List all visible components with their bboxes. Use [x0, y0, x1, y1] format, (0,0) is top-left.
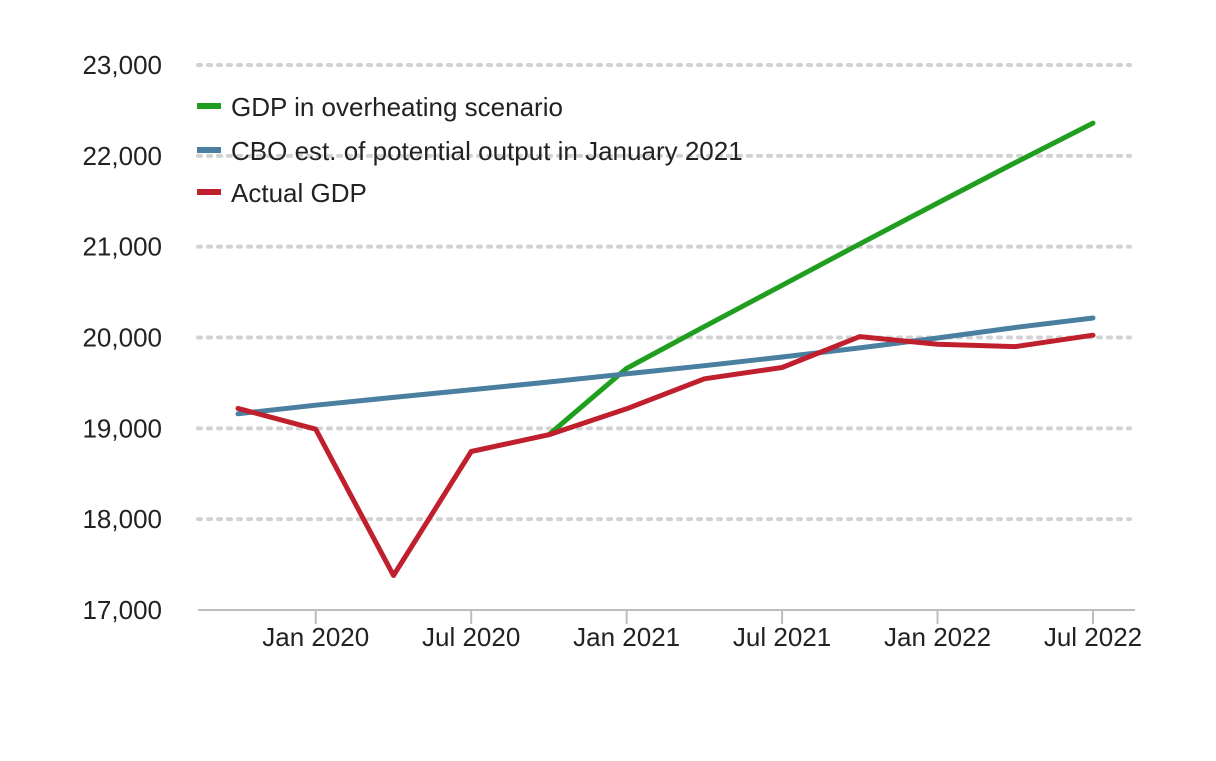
y-tick-label: 19,000 — [82, 413, 162, 443]
y-tick-label: 21,000 — [82, 232, 162, 262]
x-tick-label: Jan 2021 — [573, 622, 680, 652]
series-line-1 — [235, 315, 1096, 417]
y-tick-label: 20,000 — [82, 323, 162, 353]
x-axis-ticks — [314, 610, 1094, 624]
y-tick-label: 23,000 — [82, 50, 162, 80]
y-tick-label: 22,000 — [82, 141, 162, 171]
legend-label: GDP in overheating scenario — [231, 92, 563, 122]
x-tick-label: Jul 2020 — [422, 622, 520, 652]
x-tick-label: Jan 2022 — [884, 622, 991, 652]
y-tick-label: 17,000 — [82, 595, 162, 625]
legend-label: CBO est. of potential output in January … — [231, 136, 743, 166]
x-tick-label: Jul 2022 — [1044, 622, 1142, 652]
series-lines — [235, 120, 1096, 578]
y-tick-label: 18,000 — [82, 504, 162, 534]
series-line-0 — [546, 120, 1096, 438]
x-tick-label: Jan 2020 — [262, 622, 369, 652]
legend-label: Actual GDP — [231, 178, 367, 208]
series-line-2 — [235, 332, 1096, 578]
x-tick-label: Jul 2021 — [733, 622, 831, 652]
x-axis-tick-labels: Jan 2020 Jul 2020 Jan 2021 Jul 2021 Jan 2022… — [262, 622, 1142, 652]
gridlines — [196, 63, 1132, 522]
y-axis-tick-labels: 17,000 18,000 19,000 20,000 21,000 22,000 23,0… — [82, 50, 162, 625]
legend: GDP in overheating scenario CBO est. of p… — [197, 92, 743, 208]
